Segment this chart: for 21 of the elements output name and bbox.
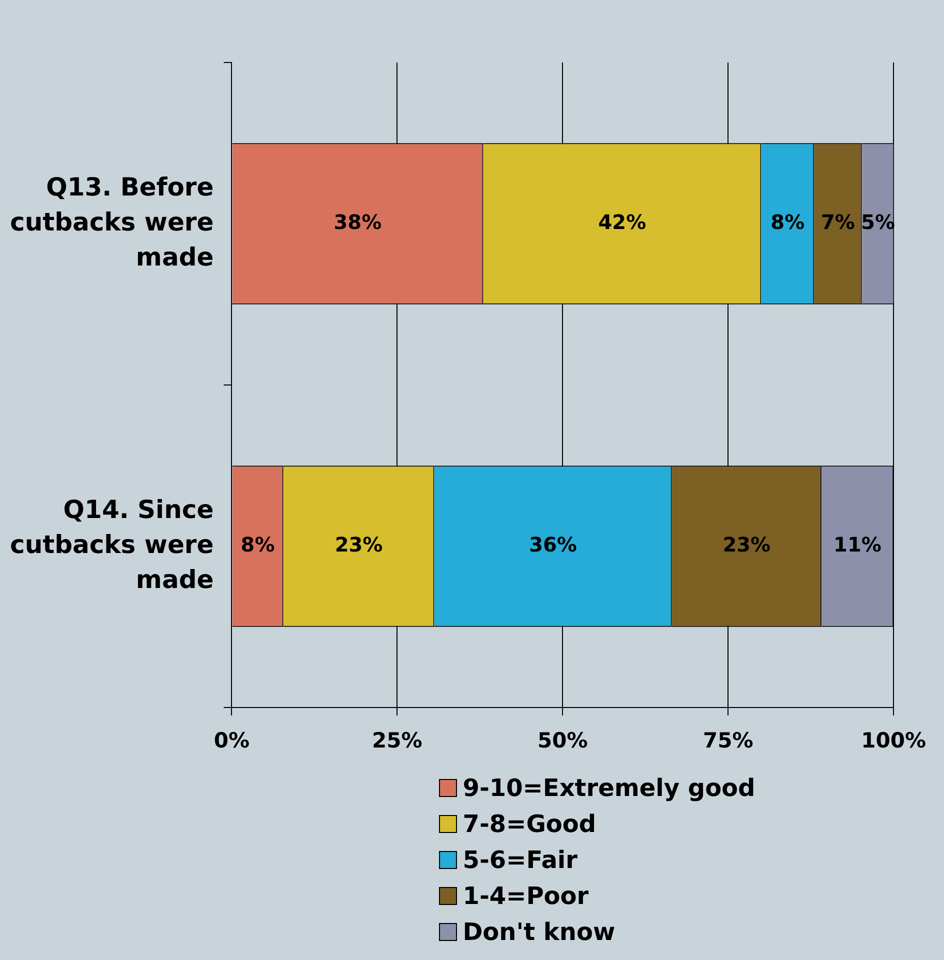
x-tick-label: 50% xyxy=(537,728,588,753)
data-label: 7% xyxy=(820,210,855,234)
x-tick-label: 0% xyxy=(214,728,250,753)
data-label: 8% xyxy=(240,532,275,556)
x-tick-label: 100% xyxy=(861,728,926,753)
legend-label: 1-4=Poor xyxy=(462,881,589,912)
data-label: 23% xyxy=(722,532,771,556)
data-label: 8% xyxy=(770,210,805,234)
legend-label: 9-10=Extremely good xyxy=(462,773,756,804)
data-label: 42% xyxy=(598,210,646,234)
data-label: 11% xyxy=(834,532,882,556)
y-tick-label: Q13. Before cutbacks were made xyxy=(10,172,214,272)
legend-label: 7-8=Good xyxy=(462,809,596,840)
x-tick-label: 75% xyxy=(702,728,754,753)
y-tick-label: Q14. Since cutbacks were made xyxy=(10,494,214,594)
data-label: 38% xyxy=(334,210,382,234)
data-label: 23% xyxy=(334,532,383,556)
legend-label: Don't know xyxy=(462,917,616,948)
data-label: 36% xyxy=(529,532,577,556)
x-tick-label: 25% xyxy=(372,728,422,753)
legend-label: 5-6=Fair xyxy=(462,845,578,876)
